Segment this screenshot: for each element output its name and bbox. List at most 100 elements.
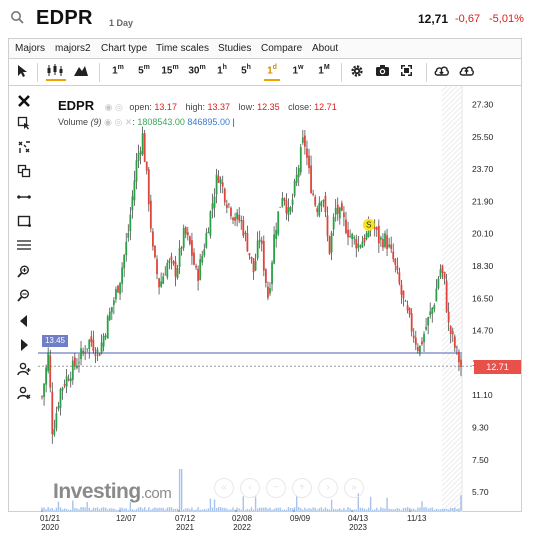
candle-body — [234, 217, 236, 221]
menu-majors[interactable]: Majors — [15, 43, 46, 54]
cloud-upload-icon[interactable] — [459, 64, 475, 81]
volume-bar — [314, 507, 316, 511]
future-hatch — [441, 445, 463, 467]
candlestick-chart-canvas[interactable]: 27.30 25.50 23.70 21.90 20.10 18.30 16.50 14.70… — [38, 86, 522, 512]
timeframe-30m[interactable]: 30m — [188, 64, 206, 77]
person-settings-icon[interactable] — [17, 386, 31, 400]
scroll-right-icon[interactable] — [17, 338, 31, 352]
candle-body — [433, 305, 436, 310]
candle-body — [250, 256, 253, 259]
menu-majors2[interactable]: majors2 — [55, 43, 91, 54]
volume-bar — [84, 507, 86, 511]
zoom-in-button[interactable]: + — [292, 478, 312, 498]
future-hatch — [441, 210, 463, 232]
candle-body — [308, 155, 310, 169]
volume-bar — [254, 496, 257, 511]
volume-bar — [59, 507, 62, 511]
nav-prev-button[interactable]: ‹ — [240, 478, 260, 498]
future-hatch — [441, 460, 463, 482]
parallel-lines-icon[interactable] — [17, 238, 31, 252]
timeframe-1month[interactable]: 1M — [318, 64, 330, 77]
timeframe-15m[interactable]: 15m — [161, 64, 179, 77]
menu-about[interactable]: About — [312, 43, 339, 54]
candle-body — [225, 204, 228, 208]
volume-bar — [367, 507, 370, 511]
timeframe-5h[interactable]: 5h — [241, 64, 251, 77]
candle-body — [131, 196, 134, 211]
x-tick-label: 04/13 2023 — [348, 514, 369, 532]
future-hatch — [441, 325, 463, 347]
volume-bar — [189, 509, 191, 511]
price-chart[interactable]: 27.30 25.50 23.70 21.90 20.10 18.30 16.50 14.70… — [38, 86, 522, 512]
volume-bar — [63, 508, 66, 511]
volume-bar — [240, 509, 242, 511]
candle-body — [301, 137, 304, 143]
gear-icon[interactable] — [350, 64, 366, 81]
rectangle-tool-icon[interactable] — [17, 214, 31, 228]
future-hatch — [441, 150, 463, 172]
volume-bar — [425, 507, 427, 511]
menu-chart-type[interactable]: Chart type — [101, 43, 148, 54]
timeframe-1w[interactable]: 1w — [292, 64, 304, 77]
volume-bar — [275, 507, 277, 511]
candle-body — [166, 262, 169, 278]
timeframe-1d[interactable]: 1d — [264, 64, 280, 81]
zoom-out-button[interactable]: − — [266, 478, 286, 498]
zoom-in-icon[interactable] — [17, 264, 31, 278]
horizontal-segment-icon[interactable] — [17, 190, 31, 204]
volume-bar — [123, 508, 125, 511]
timeframe-1h[interactable]: 1h — [217, 64, 227, 77]
volume-settings-icon[interactable]: ◉ ◎ ✕ — [104, 117, 133, 127]
clone-tool-icon[interactable] — [17, 164, 31, 178]
nav-last-button[interactable]: » — [344, 478, 364, 498]
future-hatch — [441, 180, 463, 202]
future-hatch — [441, 185, 463, 207]
nav-first-button[interactable]: « — [214, 478, 234, 498]
candle-body — [143, 133, 146, 162]
person-add-icon[interactable] — [17, 362, 31, 376]
close-icon[interactable] — [17, 94, 31, 108]
volume-bar — [291, 508, 294, 511]
area-chart-icon[interactable] — [73, 64, 91, 81]
candle-body — [215, 174, 218, 195]
cursor-icon[interactable] — [16, 64, 30, 81]
future-hatch — [441, 265, 463, 287]
volume-bar — [328, 509, 331, 511]
candle-body — [211, 203, 214, 210]
candle-body — [104, 335, 107, 338]
timeframe-5m[interactable]: 5m — [138, 64, 150, 77]
menu-compare[interactable]: Compare — [261, 43, 303, 54]
menu-studies[interactable]: Studies — [218, 43, 252, 54]
menu-time-scales[interactable]: Time scales — [156, 43, 209, 54]
horizontal-line-tag[interactable]: 13.45 — [42, 335, 68, 347]
camera-icon[interactable] — [375, 64, 391, 81]
select-crosshair-icon[interactable] — [17, 116, 31, 130]
future-hatch — [441, 195, 463, 217]
fullscreen-icon[interactable] — [400, 64, 416, 81]
visibility-icon[interactable]: ◉ ◎ — [104, 102, 123, 112]
volume-bar — [273, 508, 275, 511]
search-icon[interactable] — [10, 10, 24, 24]
volume-bar — [53, 509, 56, 511]
candle-body — [281, 198, 284, 207]
pattern-tool-icon[interactable] — [17, 140, 31, 154]
future-hatch — [441, 415, 463, 437]
candle-body — [425, 327, 427, 330]
candle-body — [188, 236, 191, 245]
candle-body — [439, 269, 442, 278]
candle-body — [289, 207, 292, 212]
volume-bar — [148, 507, 150, 511]
future-hatch — [441, 105, 463, 127]
scroll-left-icon[interactable] — [17, 314, 31, 328]
volume-bar — [394, 509, 396, 511]
menu-bar: Majors majors2 Chart type Time scales St… — [8, 38, 522, 59]
volume-bar — [404, 507, 407, 511]
timeframe-1m[interactable]: 1m — [112, 64, 124, 77]
cloud-download-icon[interactable] — [434, 64, 450, 81]
zoom-out-icon[interactable] — [17, 288, 31, 302]
candlestick-chart-icon[interactable] — [46, 64, 66, 81]
volume-bar — [250, 507, 253, 511]
volume-bar — [55, 507, 58, 511]
candle-body — [195, 266, 197, 268]
nav-next-button[interactable]: › — [318, 478, 338, 498]
